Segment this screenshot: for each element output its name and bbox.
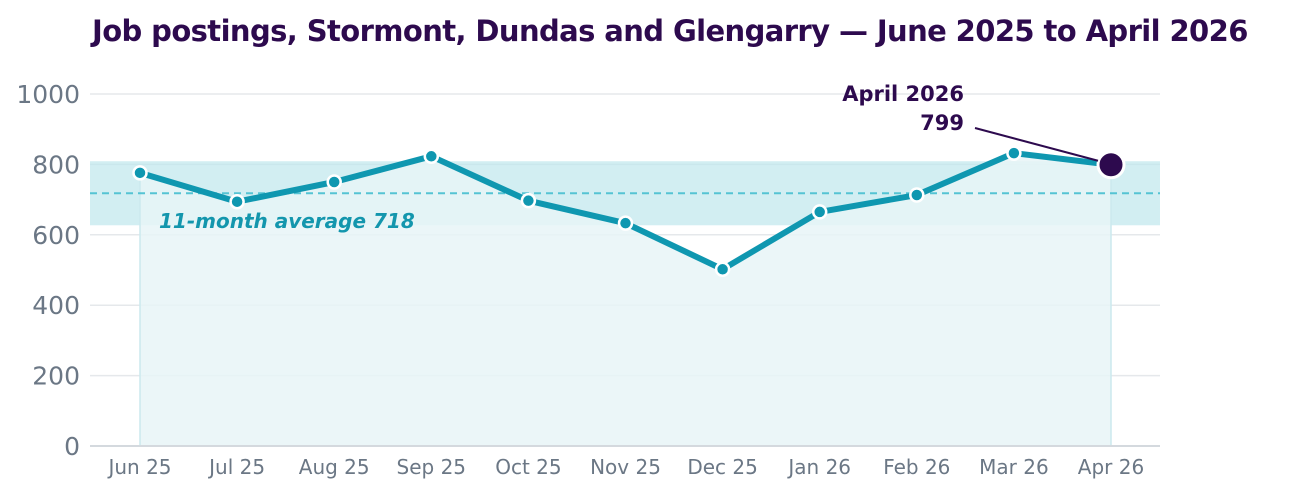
- callout-leader-line: [974, 127, 1099, 162]
- data-point: [423, 148, 440, 165]
- x-tick-label: Jun 25: [106, 455, 171, 479]
- x-tick-label: Feb 26: [883, 455, 950, 479]
- data-point: [811, 204, 828, 220]
- y-tick-label: 800: [32, 150, 80, 179]
- average-label: 11-month average 718: [159, 209, 415, 233]
- data-point: [714, 261, 731, 278]
- data-points: [132, 145, 1126, 278]
- x-tick-label: Mar 26: [979, 455, 1049, 479]
- x-tick-label: Oct 25: [495, 455, 561, 479]
- axes: 0 200 400 600 800 1000 Jun 25 Jul 25 Aug 25 Sep 2…: [16, 80, 1160, 479]
- data-point: [132, 165, 148, 181]
- x-tick-label: Dec 25: [687, 455, 758, 479]
- data-point: [229, 193, 245, 210]
- y-tick-label: 200: [32, 362, 80, 391]
- x-tick-label: Apr 26: [1078, 455, 1144, 479]
- callout-value: 799: [920, 111, 964, 135]
- x-tick-label: Aug 25: [299, 455, 370, 479]
- data-point: [520, 192, 537, 209]
- annotations: April 2026 799: [842, 82, 1099, 162]
- data-point: [909, 187, 925, 203]
- y-tick-label: 600: [32, 221, 80, 250]
- highlight-point: [1096, 150, 1126, 180]
- chart-title: Job postings, Stormont, Dundas and Gleng…: [92, 14, 1248, 48]
- x-tick-label: Jan 26: [786, 455, 851, 479]
- x-tick-label: Jul 25: [207, 455, 265, 479]
- y-tick-label: 0: [64, 432, 80, 461]
- data-point: [1006, 145, 1022, 161]
- x-tick-label: Sep 25: [397, 455, 467, 479]
- y-tick-label: 400: [32, 291, 80, 320]
- callout-month: April 2026: [842, 82, 964, 106]
- x-tick-label: Nov 25: [590, 455, 661, 479]
- average-line-group: 11-month average 718: [90, 192, 1160, 233]
- y-tick-label: 1000: [16, 80, 80, 109]
- data-point: [326, 174, 342, 190]
- data-point: [617, 215, 634, 231]
